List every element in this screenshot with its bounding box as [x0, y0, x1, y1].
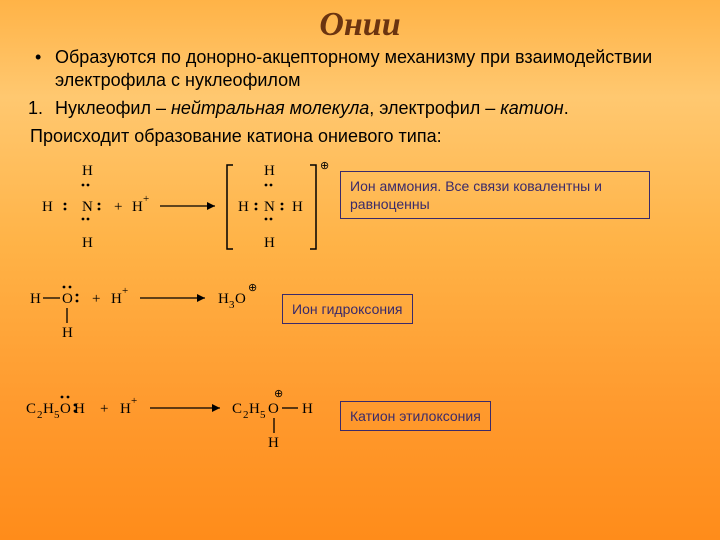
product-H: H	[218, 291, 229, 307]
atom-H: H	[120, 401, 131, 417]
label-ethyloxonium: Катион этилоксония	[340, 401, 491, 431]
reaction-hydronium: H O H + H + H 3 O ⊕	[20, 265, 300, 365]
paragraph-3: Происходит образование катиона ониевого …	[0, 120, 720, 147]
t: .	[564, 98, 569, 118]
slide-title: Онии	[0, 0, 720, 44]
reaction-ammonium: H H N H + H + H H N H H	[20, 155, 340, 260]
p-C: C	[232, 401, 242, 417]
numbered-item-1: 1. Нуклеофил – нейтральная молекула, эле…	[0, 91, 720, 120]
reaction-ethyloxonium: C 2 H 5 O H + H + C 2 H 5 O ⊕ H H	[20, 375, 360, 475]
atom-H: H	[42, 199, 53, 215]
circle-plus: ⊕	[274, 388, 283, 400]
p-sub2: 2	[243, 409, 249, 421]
circle-plus: ⊕	[320, 160, 329, 172]
p-H: H	[249, 401, 260, 417]
circle-plus: ⊕	[248, 282, 257, 294]
t: , электрофил –	[369, 98, 500, 118]
p-H-bottom: H	[268, 435, 279, 451]
atom-H: H	[82, 163, 93, 179]
atom-H: H	[264, 163, 275, 179]
p-O: O	[268, 401, 279, 417]
label-hydronium: Ион гидроксония	[282, 294, 413, 324]
ethyl-sub2: 2	[37, 409, 43, 421]
atom-H: H	[111, 291, 122, 307]
plus-sign: +	[114, 199, 122, 215]
atom-O: O	[62, 291, 73, 307]
atom-H: H	[264, 235, 275, 251]
charge-plus: +	[131, 395, 137, 407]
ethyl-H: H	[43, 401, 54, 417]
atom-H: H	[238, 199, 249, 215]
t: катион	[500, 98, 563, 118]
p-H-right: H	[302, 401, 313, 417]
plus-sign: +	[100, 401, 108, 417]
bullet-1: Образуются по донорно-акцепторному механ…	[0, 44, 720, 91]
atom-N: N	[264, 199, 275, 215]
product-O: O	[235, 291, 246, 307]
item-number: 1.	[28, 97, 43, 120]
t: Нуклеофил –	[55, 98, 171, 118]
charge-plus: +	[143, 193, 149, 205]
atom-H: H	[132, 199, 143, 215]
atom-H: H	[30, 291, 41, 307]
plus-sign: +	[92, 291, 100, 307]
charge-plus: +	[122, 285, 128, 297]
atom-H: H	[62, 325, 73, 341]
atom-H: H	[82, 235, 93, 251]
label-ammonium: Ион аммония. Все связи ковалентны и равн…	[340, 171, 650, 219]
atom-H: H	[74, 401, 85, 417]
atom-H: H	[292, 199, 303, 215]
atom-N: N	[82, 199, 93, 215]
chemistry-diagrams: H H N H + H + H H N H H	[0, 155, 720, 475]
ethyl-C: C	[26, 401, 36, 417]
t: нейтральная молекула	[171, 98, 369, 118]
atom-O: O	[60, 401, 71, 417]
p-sub5: 5	[260, 409, 266, 421]
